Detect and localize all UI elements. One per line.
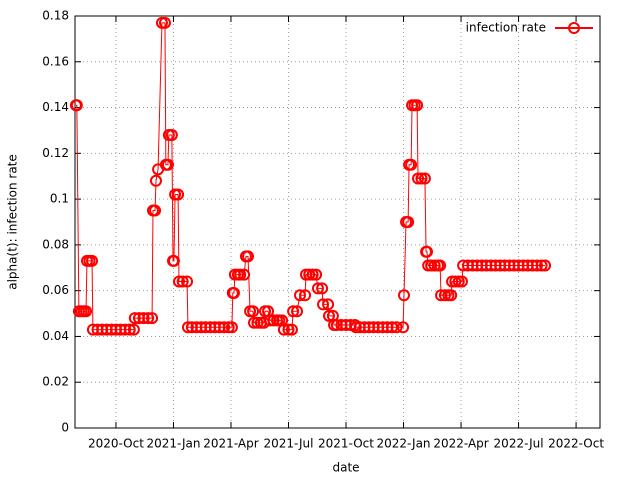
data-point: [225, 321, 238, 334]
x-tick-label: 2021-Apr: [203, 437, 258, 451]
y-axis-label: alpha(t): infection rate: [6, 154, 20, 290]
data-point: [119, 323, 132, 336]
data-point: [530, 259, 543, 272]
data-point: [142, 312, 155, 325]
data-point: [535, 259, 548, 272]
data-point: [287, 305, 300, 318]
y-tick-label: 0.16: [42, 54, 69, 68]
data-point: [317, 298, 330, 311]
data-point: [397, 321, 410, 334]
data-point: [176, 275, 189, 288]
data-point: [123, 323, 136, 336]
data-point: [70, 99, 83, 112]
data-point: [137, 312, 150, 325]
data-point: [218, 321, 231, 334]
data-point: [181, 321, 194, 334]
data-point: [434, 259, 447, 272]
y-tick-label: 0.14: [42, 100, 69, 114]
data-point: [425, 259, 438, 272]
data-point: [165, 129, 178, 142]
x-tick-label: 2022-Jan: [377, 437, 431, 451]
data-point: [322, 309, 335, 322]
data-point: [386, 321, 399, 334]
plot-border: [74, 15, 601, 429]
data-point: [316, 282, 329, 295]
legend-label: infection rate: [466, 21, 546, 35]
x-tick-label: 2022-Oct: [548, 437, 604, 451]
data-point: [167, 254, 180, 267]
x-tick-label: 2022-Apr: [433, 437, 488, 451]
legend-marker: [568, 22, 580, 34]
data-point: [242, 250, 255, 263]
data-point: [445, 289, 458, 302]
data-point: [251, 316, 264, 329]
data-point: [310, 268, 323, 281]
data-point: [291, 305, 304, 318]
data-point: [299, 289, 312, 302]
x-tick-label: 2021-Jan: [146, 437, 200, 451]
data-point: [128, 312, 141, 325]
y-tick-label: 0.18: [42, 9, 69, 23]
x-tick-label: 2021-Oct: [318, 437, 374, 451]
data-point: [86, 254, 99, 267]
data-point: [418, 172, 431, 185]
data-point: [247, 305, 260, 318]
data-point: [172, 188, 185, 201]
data-point: [397, 289, 410, 302]
y-tick-label: 0.1: [50, 192, 69, 206]
y-tick-label: 0.02: [42, 375, 69, 389]
y-tick-label: 0.12: [42, 146, 69, 160]
data-point: [311, 282, 324, 295]
x-tick-label: 2020-Oct: [88, 437, 144, 451]
data-point: [322, 298, 335, 311]
data-point: [405, 158, 418, 171]
data-point: [161, 158, 174, 171]
data-point: [449, 275, 462, 288]
x-tick-label: 2022-Jul: [494, 437, 544, 451]
data-point: [181, 275, 194, 288]
data-point: [420, 245, 433, 258]
data-point: [303, 268, 316, 281]
data-point: [390, 321, 403, 334]
data-point: [172, 275, 185, 288]
y-tick-label: 0.08: [42, 237, 69, 251]
data-point: [80, 305, 93, 318]
data-point: [277, 323, 290, 336]
data-point: [127, 323, 140, 336]
data-point: [146, 312, 159, 325]
x-tick-label: 2021-Jul: [263, 437, 313, 451]
data-point: [149, 174, 162, 187]
x-axis-label: date: [332, 461, 359, 475]
data-point: [267, 314, 280, 327]
data-point: [349, 321, 362, 334]
y-tick-label: 0: [61, 421, 69, 435]
data-point: [412, 172, 425, 185]
data-point: [402, 216, 415, 228]
data-point: [158, 16, 171, 29]
data-point: [238, 268, 251, 281]
data-point: [149, 204, 162, 217]
data-point: [415, 172, 428, 185]
data-point: [282, 323, 295, 336]
data-point: [411, 99, 424, 112]
data-point: [438, 289, 451, 302]
y-tick-label: 0.06: [42, 283, 69, 297]
data-point: [294, 289, 306, 302]
data-point: [234, 268, 247, 281]
data-point: [428, 259, 441, 272]
data-point: [306, 268, 319, 281]
y-tick-label: 0.04: [42, 329, 69, 343]
data-point: [227, 286, 240, 299]
data-point: [455, 275, 468, 288]
data-point: [285, 323, 298, 336]
data-point: [539, 259, 552, 272]
